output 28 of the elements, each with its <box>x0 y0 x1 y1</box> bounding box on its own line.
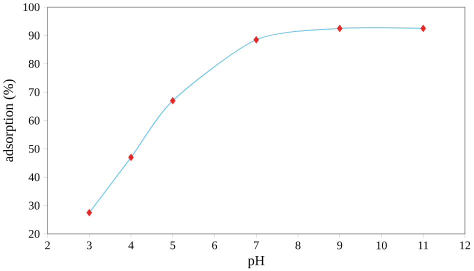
x-tick-label: 11 <box>418 241 428 249</box>
x-tick-label: 2 <box>45 241 50 250</box>
x-tick-label: 3 <box>86 241 92 250</box>
point <box>128 154 134 161</box>
y-tick-label: 100 <box>24 3 40 11</box>
point <box>253 36 260 44</box>
x-tick-label: 5 <box>170 241 176 250</box>
y-tick-label: 60 <box>28 116 40 124</box>
x-tick-label: 8 <box>296 241 300 250</box>
point <box>420 24 426 32</box>
y-tick-label: 80 <box>28 60 40 68</box>
x-tick-label: 12 <box>460 241 470 250</box>
y-axis-title: adsorption (%) <box>3 79 16 162</box>
point <box>336 24 343 32</box>
y-tick-label: 50 <box>29 144 40 153</box>
y-tick-label: 30 <box>28 201 40 210</box>
x-axis-title: pH <box>248 256 264 268</box>
x-tick-label: 7 <box>254 241 259 249</box>
x-tick-label: 10 <box>376 241 387 250</box>
y-tick-label: 40 <box>28 173 40 181</box>
y-tick-label: 90 <box>28 31 40 40</box>
x-tick-label: 4 <box>128 241 134 249</box>
y-tick-label: 20 <box>28 230 40 238</box>
point <box>170 96 176 104</box>
y-tick-label: 70 <box>29 88 40 96</box>
x-tick-label: 9 <box>337 241 342 250</box>
x-tick-label: 6 <box>212 241 218 250</box>
point <box>86 208 92 216</box>
